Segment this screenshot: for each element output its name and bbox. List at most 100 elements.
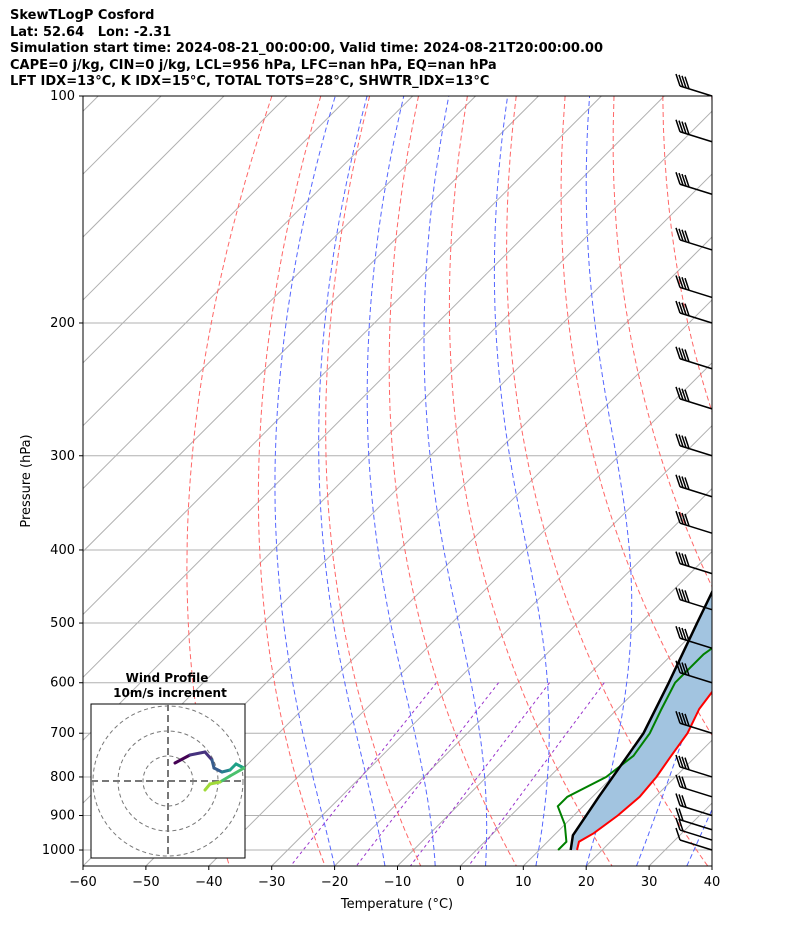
barb-flag bbox=[678, 347, 684, 360]
isotherm-line bbox=[585, 739, 712, 866]
barb-flag bbox=[678, 228, 684, 242]
barb-flag bbox=[681, 173, 687, 187]
barb-flag bbox=[678, 120, 684, 133]
moist-adiabat-line bbox=[274, 96, 336, 866]
barb-flag bbox=[684, 389, 690, 402]
barb-flag bbox=[678, 711, 684, 725]
barb-flag bbox=[681, 348, 687, 361]
wind-profile-inset: Wind Profile 10m/s increment bbox=[90, 671, 246, 859]
barb-staff bbox=[679, 445, 713, 457]
isotherm-line bbox=[83, 96, 476, 490]
wind-barb bbox=[675, 510, 713, 534]
wind-barb bbox=[675, 754, 713, 778]
barb-staff bbox=[679, 286, 713, 299]
wind-barb bbox=[675, 626, 713, 649]
wind-barb bbox=[675, 73, 713, 97]
wind-barb bbox=[675, 346, 713, 370]
barb-flag bbox=[675, 660, 681, 673]
wind-barb bbox=[675, 227, 713, 251]
barb-staff bbox=[679, 522, 713, 534]
barb-staff bbox=[679, 786, 713, 798]
dewpoint-line bbox=[556, 647, 712, 851]
barb-flag bbox=[681, 627, 687, 641]
barb-staff bbox=[679, 829, 713, 841]
mixing-ratio-line bbox=[290, 682, 437, 866]
barb-staff bbox=[679, 766, 713, 778]
wind-barb bbox=[675, 551, 713, 575]
chart-header: SkewTLogP Cosford Lat: 52.64 Lon: -2.31 Si… bbox=[10, 8, 603, 91]
wind-barb bbox=[675, 587, 713, 611]
isotherm-line bbox=[83, 96, 225, 238]
barb-staff bbox=[679, 804, 713, 817]
barb-flag bbox=[681, 589, 687, 602]
barb-staff bbox=[679, 562, 713, 575]
barb-flag bbox=[684, 277, 690, 291]
mixing-ratio-line bbox=[409, 682, 550, 866]
wind-barb bbox=[675, 817, 713, 841]
barb-flag bbox=[675, 510, 681, 524]
wind-barb bbox=[675, 774, 713, 798]
barb-flag bbox=[681, 388, 687, 401]
mixing-ratio-line bbox=[355, 682, 499, 866]
barb-flag bbox=[678, 808, 684, 821]
wind-barb bbox=[675, 433, 713, 457]
dry-adiabat-line bbox=[761, 96, 794, 866]
barb-flag bbox=[681, 476, 687, 489]
barb-staff bbox=[679, 398, 713, 410]
header-location: Lat: 52.64 Lon: -2.31 bbox=[10, 24, 172, 40]
barb-flag bbox=[675, 807, 681, 820]
barb-flag bbox=[684, 174, 690, 188]
barb-flag bbox=[675, 227, 681, 241]
barb-flag bbox=[681, 302, 687, 316]
hodograph-segment bbox=[208, 780, 222, 786]
shaded-area bbox=[570, 592, 712, 850]
hodograph-segment bbox=[228, 766, 245, 778]
hodograph-segment bbox=[188, 750, 207, 757]
barb-flag bbox=[684, 757, 690, 770]
wind-barb bbox=[675, 660, 713, 684]
barb-flag bbox=[678, 775, 684, 788]
isotherm-line bbox=[83, 110, 712, 741]
barb-flag bbox=[684, 590, 690, 603]
header-cape-line: CAPE=0 j/kg, CIN=0 j/kg, LCL=956 hPa, LF… bbox=[10, 57, 497, 73]
barb-flag bbox=[675, 827, 681, 841]
hodograph-segment bbox=[218, 774, 232, 784]
barb-flag bbox=[675, 626, 681, 639]
hodograph-segment bbox=[173, 753, 192, 765]
barb-flag bbox=[675, 817, 681, 831]
barb-staff bbox=[679, 131, 713, 143]
sounding-series bbox=[556, 589, 712, 851]
x-tick-label: 0 bbox=[456, 875, 464, 890]
barb-flag bbox=[678, 276, 684, 289]
y-tick-label: 800 bbox=[50, 770, 75, 785]
moist-adiabat-line bbox=[423, 96, 488, 866]
barb-staff bbox=[679, 839, 713, 851]
y-axis-label: Pressure (hPa) bbox=[19, 434, 34, 527]
wind-barb bbox=[675, 793, 713, 817]
isotherm-line bbox=[711, 865, 712, 866]
moist-adiabat-line bbox=[686, 808, 712, 866]
barb-flag bbox=[681, 75, 687, 89]
barb-staff bbox=[679, 312, 713, 324]
barb-flag bbox=[684, 713, 690, 727]
wind-barb bbox=[675, 807, 713, 831]
barb-flag bbox=[684, 513, 690, 527]
barb-flag bbox=[681, 756, 687, 769]
barb-flag bbox=[675, 346, 681, 359]
dry-adiabat-line bbox=[560, 96, 712, 737]
barb-flag bbox=[675, 710, 681, 724]
moist-adiabat-line bbox=[366, 96, 436, 866]
y-tick-label: 500 bbox=[50, 616, 75, 631]
x-tick-label: −30 bbox=[258, 875, 285, 890]
barb-flag bbox=[681, 776, 687, 789]
barb-flag bbox=[678, 172, 684, 186]
header-title: SkewTLogP Cosford bbox=[10, 8, 155, 23]
barb-flag bbox=[675, 119, 681, 133]
barb-flag bbox=[681, 512, 687, 526]
barb-flag bbox=[681, 435, 687, 448]
barb-flag bbox=[675, 386, 681, 400]
isotherm-line bbox=[397, 550, 712, 866]
header-times: Simulation start time: 2024-08-21_00:00:… bbox=[10, 41, 603, 56]
barb-flag bbox=[681, 121, 687, 134]
